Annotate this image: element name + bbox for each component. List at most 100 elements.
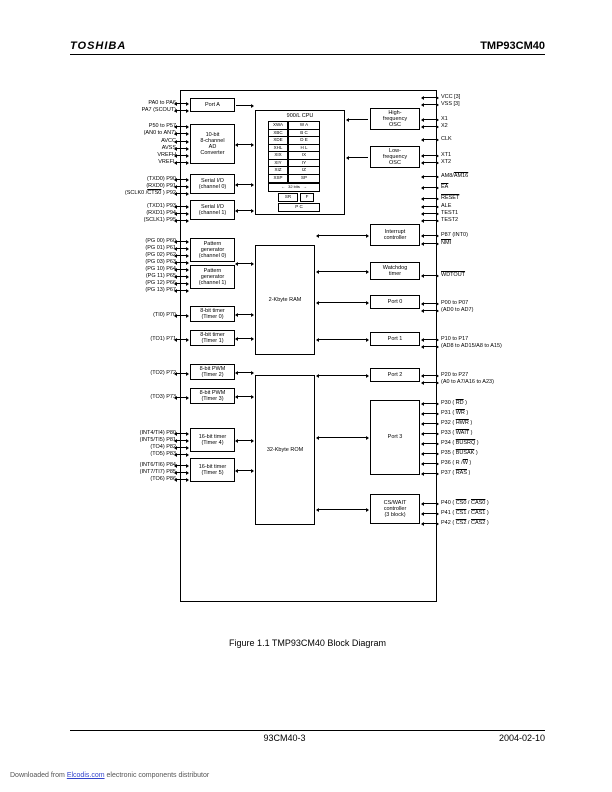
pin-arrow xyxy=(175,206,188,207)
pin-right: (A0 to A7/A16 to A23) xyxy=(441,379,494,385)
pin-right: P10 to P17 xyxy=(441,336,468,342)
pin-right: X2 xyxy=(441,123,448,129)
pin-arrow xyxy=(422,97,438,98)
cpu-f: F xyxy=(300,193,314,202)
pin-right: P30 ( RD ) xyxy=(441,400,467,406)
pin-left: (TXD0) P90 xyxy=(147,176,176,182)
pin-arrow xyxy=(422,235,438,236)
pin-right: WDTOUT xyxy=(441,272,465,278)
cpu-pc: P C xyxy=(278,203,320,212)
pin-arrow xyxy=(422,104,438,105)
pin-arrow xyxy=(175,126,188,127)
conn xyxy=(317,375,368,376)
pin-arrow xyxy=(422,162,438,163)
pin-arrow xyxy=(175,447,188,448)
pin-right: P32 ( HWR ) xyxy=(441,420,472,426)
cpu-title: 900/L CPU xyxy=(287,113,314,119)
pin-arrow xyxy=(175,241,188,242)
sio0: Serial I/O (channel 0) xyxy=(190,174,235,194)
pin-arrow xyxy=(175,283,188,284)
download-link[interactable]: Elcodis.com xyxy=(67,772,105,779)
pin-arrow xyxy=(175,162,188,163)
conn xyxy=(236,105,253,106)
pin-arrow xyxy=(422,139,438,140)
page-number: 93CM40-3 xyxy=(263,733,305,743)
timer3: 8-bit PWM (Timer 3) xyxy=(190,388,235,404)
pin-arrow xyxy=(422,413,438,414)
pin-right: X1 xyxy=(441,116,448,122)
pin-arrow xyxy=(175,276,188,277)
pin-arrow xyxy=(175,255,188,256)
pin-arrow xyxy=(175,110,188,111)
pin-left: (INT7/TI7) P85 xyxy=(140,469,176,475)
pin-arrow xyxy=(175,433,188,434)
pin-arrow xyxy=(422,220,438,221)
figure-caption: Figure 1.1 TMP93CM40 Block Diagram xyxy=(70,638,545,648)
pin-arrow xyxy=(422,443,438,444)
pin-arrow xyxy=(175,472,188,473)
pin-arrow xyxy=(175,193,188,194)
adc: 10-bit 8-channel AD Converter xyxy=(190,124,235,164)
pin-right: P37 ( RAS ) xyxy=(441,470,470,476)
pin-left: (SCLK1) P95 xyxy=(144,217,176,223)
ram: 2-Kbyte RAM xyxy=(255,245,315,355)
cpu: 900/L CPU XWAW AXBCB CXDED EXHLH LXIXIXX… xyxy=(255,110,345,215)
rom: 32-Kbyte ROM xyxy=(255,375,315,525)
pin-left: (PG 12) P66 xyxy=(145,280,176,286)
pin-arrow xyxy=(422,119,438,120)
pin-arrow xyxy=(422,523,438,524)
pin-left: (AN0 to AN7) xyxy=(144,130,176,136)
conn xyxy=(236,372,253,373)
pin-arrow xyxy=(422,503,438,504)
pin-arrow xyxy=(175,220,188,221)
pin-right: AM8/AM16 xyxy=(441,173,468,179)
pin-arrow xyxy=(422,382,438,383)
conn xyxy=(236,470,253,471)
pin-right: ALE xyxy=(441,203,451,209)
pin-left: (TO3) P73 xyxy=(150,394,176,400)
port0: Port 0 xyxy=(370,295,420,309)
pin-right: P35 ( BUSAK ) xyxy=(441,450,478,456)
pin-left: (RXD1) P94 xyxy=(146,210,176,216)
pin-left: (TO2) P72 xyxy=(150,370,176,376)
header: TOSHIBA TMP93CM40 xyxy=(70,40,545,55)
pin-left: (INT4/TI4) P80 xyxy=(140,430,176,436)
pin-left: (SCLK0 /CTS0 ) P92 xyxy=(125,190,176,196)
cswait: CS/WAIT controller (3 block) xyxy=(370,494,420,524)
pin-left: (INT6/TI6) P84 xyxy=(140,462,176,468)
pin-arrow xyxy=(422,176,438,177)
pin-right: VCC [3] xyxy=(441,94,460,100)
port3: Port 3 xyxy=(370,400,420,475)
footer-date: 2004-02-10 xyxy=(499,733,545,743)
cpu-bits: ←32 bits→ xyxy=(268,183,320,192)
pin-left: (PG 10) P64 xyxy=(145,266,176,272)
pin-left: (PG 02) P62 xyxy=(145,252,176,258)
pin-arrow xyxy=(175,248,188,249)
pin-left: (PG 13) P67 xyxy=(145,287,176,293)
port-a: Port A xyxy=(190,98,235,112)
pg1: Pattern generator (channel 1) xyxy=(190,265,235,289)
pin-arrow xyxy=(422,513,438,514)
pin-arrow xyxy=(422,213,438,214)
pin-arrow xyxy=(422,198,438,199)
pin-left: (PG 00) P60 xyxy=(145,238,176,244)
sio1: Serial I/O (channel 1) xyxy=(190,200,235,220)
pin-right: P40 ( CS0 / CAS0 ) xyxy=(441,500,489,506)
timer5: 16-bit timer (Timer 5) xyxy=(190,458,235,482)
timer2: 8-bit PWM (Timer 2) xyxy=(190,364,235,380)
pin-arrow xyxy=(422,126,438,127)
pin-arrow xyxy=(422,187,438,188)
pin-arrow xyxy=(175,290,188,291)
pin-right: XT1 xyxy=(441,152,451,158)
pin-left: (TI0) P70 xyxy=(153,312,176,318)
timer4: 16-bit timer (Timer 4) xyxy=(190,428,235,452)
pin-right: XT2 xyxy=(441,159,451,165)
pin-arrow xyxy=(422,206,438,207)
pin-arrow xyxy=(175,440,188,441)
pin-arrow xyxy=(175,186,188,187)
pin-left: (TO5) P83 xyxy=(150,451,176,457)
pin-right: P33 ( WAIT ) xyxy=(441,430,473,436)
pin-right: TEST2 xyxy=(441,217,458,223)
pin-arrow xyxy=(175,213,188,214)
pin-arrow xyxy=(175,465,188,466)
